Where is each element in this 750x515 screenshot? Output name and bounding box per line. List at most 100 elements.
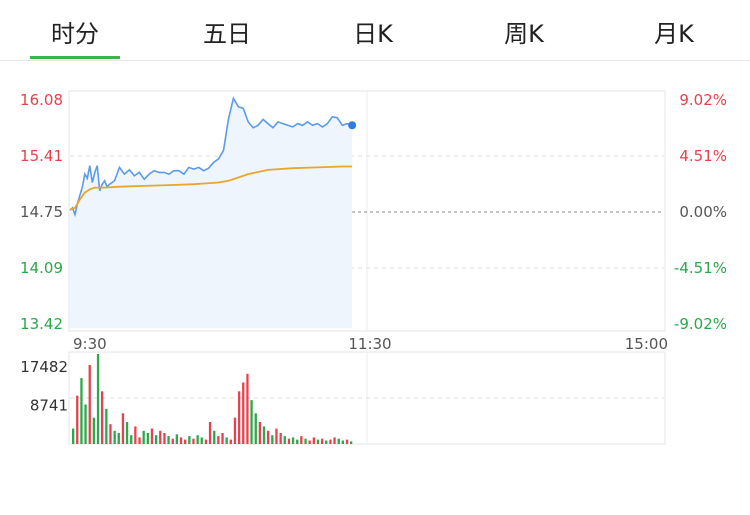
volume-bar	[254, 413, 257, 444]
volume-axis-labels: 17482 8741	[20, 358, 68, 414]
volume-bar	[138, 437, 141, 444]
volume-bar	[329, 439, 332, 444]
volume-bar	[287, 438, 291, 444]
volume-bar	[229, 439, 232, 444]
volume-bar	[105, 408, 108, 444]
volume-bar	[275, 428, 278, 444]
volume-bar	[296, 439, 299, 444]
volume-bar	[96, 354, 100, 444]
volume-bar	[316, 439, 320, 444]
volume-bar	[258, 422, 261, 444]
tab-monthly-k[interactable]: 月K	[654, 20, 694, 48]
time-tick-label: 11:30	[348, 335, 391, 353]
intraday-chart: 16.08 15.41 14.75 14.09 13.42 9.02% 4.51% 0.00…	[20, 90, 727, 445]
time-axis-labels: 9:30 11:30 15:00	[73, 335, 668, 353]
active-tab-indicator	[30, 56, 120, 59]
volume-bar	[101, 391, 104, 444]
volume-bar	[213, 430, 216, 444]
volume-bar	[300, 436, 303, 444]
volume-bar	[175, 434, 178, 444]
volume-bar	[72, 428, 75, 444]
volume-bar	[188, 436, 191, 444]
volume-bar	[208, 422, 212, 444]
volume-bar	[221, 433, 224, 444]
volume-bar	[134, 426, 137, 444]
volume-bar	[142, 430, 145, 444]
volume-bar	[246, 373, 249, 444]
price-axis-labels: 16.08 15.41 14.75 14.09 13.42	[20, 91, 63, 333]
volume-bar	[233, 417, 237, 444]
volume-bar	[192, 438, 195, 444]
volume-bar	[159, 430, 162, 444]
volume-bar	[196, 435, 199, 444]
volume-bar	[250, 400, 253, 444]
period-tab-bar: 时分 五日 日K 周K 月K	[0, 0, 750, 61]
volume-bar	[267, 430, 270, 444]
volume-bar	[125, 422, 129, 444]
tab-weekly-k[interactable]: 周K	[504, 20, 544, 48]
volume-bar	[121, 413, 125, 444]
volume-bar	[325, 440, 328, 444]
tab-daily-k[interactable]: 日K	[353, 20, 393, 48]
tab-five-day[interactable]: 五日	[203, 20, 251, 48]
volume-bar	[283, 436, 286, 444]
volume-bar	[76, 395, 79, 444]
volume-bar	[80, 378, 83, 444]
volume-tick-label: 8741	[30, 397, 68, 415]
tab-intraday[interactable]: 时分	[51, 20, 99, 48]
volume-bar	[291, 437, 295, 444]
volume-bar	[92, 417, 95, 444]
price-tick-label: 16.08	[20, 91, 63, 109]
volume-bar	[117, 433, 120, 444]
percent-axis-labels: 9.02% 4.51% 0.00% -4.51% -9.02%	[674, 91, 727, 333]
volume-bar	[184, 439, 187, 444]
price-area	[70, 98, 353, 328]
percent-tick-label: 9.02%	[679, 91, 727, 109]
price-tick-label: 13.42	[20, 315, 63, 333]
volume-bar	[167, 436, 170, 444]
volume-bar	[150, 428, 154, 444]
volume-bar	[304, 438, 307, 444]
average-price-line	[69, 165, 353, 211]
percent-tick-label: -9.02%	[674, 315, 727, 333]
volume-bar	[225, 437, 228, 444]
price-tick-label: 14.75	[20, 203, 63, 221]
percent-tick-label: 4.51%	[679, 147, 727, 165]
volume-bar	[171, 438, 174, 444]
volume-bar	[321, 438, 324, 444]
volume-bar	[130, 435, 133, 444]
volume-bar	[312, 437, 315, 444]
volume-bar	[341, 440, 344, 444]
volume-bar	[242, 382, 245, 444]
time-tick-label: 9:30	[73, 335, 107, 353]
volume-bar	[88, 365, 91, 444]
volume-bar	[179, 437, 183, 444]
volume-bar	[200, 437, 203, 444]
volume-bar	[333, 437, 336, 444]
volume-bar	[271, 435, 274, 444]
volume-bar	[204, 439, 208, 444]
last-price-dot	[348, 121, 357, 130]
volume-tick-label: 17482	[20, 358, 68, 376]
volume-bar	[217, 436, 220, 444]
percent-tick-label: -4.51%	[674, 259, 727, 277]
volume-bar	[308, 440, 311, 444]
volume-bar	[238, 391, 241, 444]
volume-bar	[84, 404, 87, 444]
volume-bar	[262, 426, 266, 444]
volume-bar	[337, 438, 340, 444]
volume-bar	[109, 424, 112, 444]
volume-bar	[279, 433, 282, 444]
time-tick-label: 15:00	[625, 335, 668, 353]
volume-bar	[155, 435, 158, 444]
volume-bar	[345, 439, 349, 444]
price-tick-label: 14.09	[20, 259, 63, 277]
price-line	[69, 96, 353, 218]
price-tick-label: 15.41	[20, 147, 63, 165]
volume-bar	[146, 433, 149, 444]
percent-tick-label: 0.00%	[679, 203, 727, 221]
volume-bars	[72, 354, 353, 444]
volume-bar	[163, 433, 166, 444]
volume-bar	[350, 441, 353, 444]
volume-bar	[113, 430, 116, 444]
